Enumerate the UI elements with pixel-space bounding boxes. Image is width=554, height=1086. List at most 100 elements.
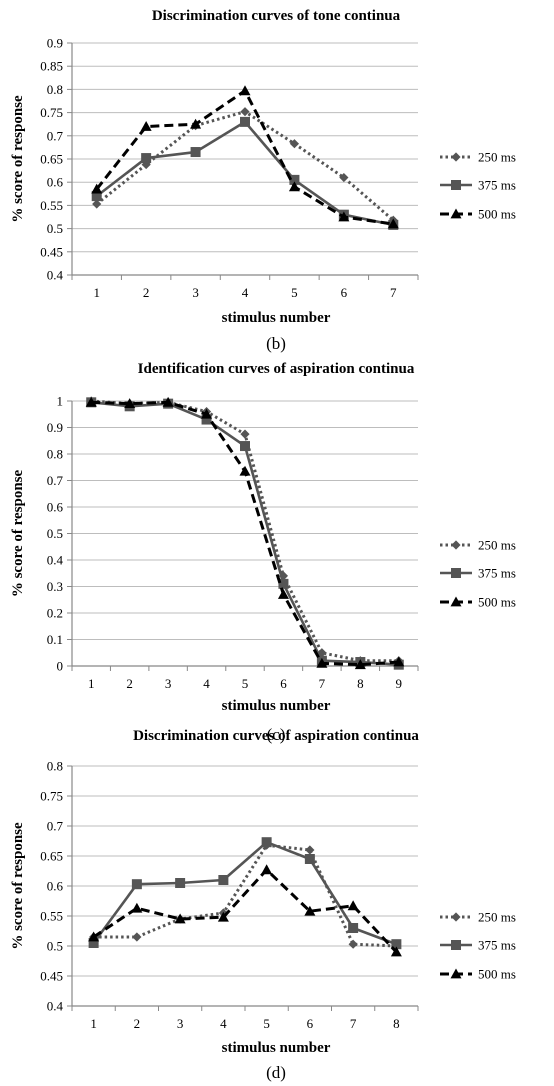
legend-label: 375 ms — [478, 566, 516, 581]
data-point — [347, 900, 359, 911]
legend-entry: 500 ms — [440, 207, 516, 222]
x-tick-label: 7 — [390, 285, 397, 300]
y-tick-label: 0.85 — [40, 59, 63, 74]
data-point — [317, 648, 327, 658]
x-tick-label: 3 — [177, 1016, 184, 1031]
legend-marker — [451, 180, 461, 190]
y-tick-label: 0.55 — [40, 909, 63, 924]
x-tick-label: 4 — [242, 285, 249, 300]
series-line — [95, 120, 394, 227]
y-tick-label: 0.4 — [47, 268, 64, 283]
data-point — [354, 659, 366, 670]
legend-label: 250 ms — [478, 538, 516, 553]
data-point — [174, 913, 186, 924]
series-line — [95, 110, 395, 222]
x-tick-label: 1 — [93, 285, 100, 300]
y-tick-label: 0.4 — [47, 553, 64, 568]
legend-marker — [451, 540, 461, 550]
data-point — [140, 121, 152, 131]
y-tick-label: 0.8 — [47, 759, 63, 774]
data-point — [288, 181, 300, 192]
data-point — [393, 656, 405, 667]
figure-caption: (b) — [266, 334, 286, 353]
y-tick-label: 0.65 — [40, 849, 63, 864]
legend-marker — [451, 912, 461, 922]
series-500-ms — [88, 864, 402, 957]
data-point — [131, 879, 142, 890]
data-point — [278, 571, 289, 581]
data-point — [289, 139, 300, 149]
data-point — [240, 107, 250, 117]
data-point — [88, 931, 100, 942]
data-point — [391, 939, 402, 950]
y-tick-label: 0.2 — [47, 606, 63, 621]
data-point — [218, 875, 229, 885]
data-point — [390, 946, 402, 957]
x-axis-label: stimulus number — [222, 310, 331, 326]
x-tick-label: 1 — [88, 676, 95, 691]
data-point — [190, 147, 201, 158]
data-point — [305, 845, 315, 855]
chart-1: Identification curves of aspiration cont… — [10, 361, 516, 744]
legend-marker — [450, 968, 462, 979]
x-tick-label: 7 — [350, 1016, 357, 1031]
legend-marker — [451, 940, 461, 950]
x-tick-label: 6 — [307, 1016, 314, 1031]
legend-label: 500 ms — [478, 967, 516, 982]
data-point — [88, 938, 99, 948]
chart-title: Discrimination curves of aspiration cont… — [133, 728, 419, 744]
data-point — [348, 939, 358, 949]
data-point — [239, 465, 251, 476]
y-tick-label: 0.5 — [47, 221, 63, 236]
data-point — [278, 578, 289, 589]
x-tick-label: 5 — [291, 285, 298, 300]
series-375-ms — [88, 837, 402, 950]
y-tick-label: 0.7 — [47, 473, 64, 488]
series-500-ms — [91, 85, 399, 229]
data-point — [85, 396, 97, 407]
y-tick-label: 0.5 — [47, 526, 63, 541]
data-point — [289, 174, 300, 185]
data-point — [277, 588, 289, 599]
series-line — [91, 399, 399, 663]
y-tick-label: 0.5 — [47, 939, 63, 954]
y-tick-label: 0.6 — [47, 175, 64, 190]
chart-title: Identification curves of aspiration cont… — [138, 361, 415, 377]
legend-entry: 250 ms — [440, 150, 516, 165]
data-point — [304, 854, 315, 864]
y-tick-label: 0.1 — [47, 632, 63, 647]
x-tick-label: 4 — [220, 1016, 227, 1031]
y-axis-label: % score of response — [10, 469, 26, 597]
x-tick-label: 2 — [143, 285, 150, 300]
y-tick-label: 0.3 — [47, 579, 63, 594]
data-point — [240, 429, 250, 439]
y-tick-label: 0.65 — [40, 152, 63, 167]
x-tick-label: 8 — [357, 676, 364, 691]
y-tick-label: 0.45 — [40, 969, 63, 984]
data-point — [338, 211, 350, 222]
data-point — [175, 878, 186, 888]
x-tick-label: 7 — [319, 676, 326, 691]
legend-marker — [450, 208, 462, 219]
data-point — [91, 191, 102, 202]
data-point — [316, 657, 328, 668]
series-500-ms — [85, 396, 405, 670]
x-tick-label: 2 — [134, 1016, 141, 1031]
data-point — [240, 441, 250, 452]
legend-label: 375 ms — [478, 938, 516, 953]
data-point — [240, 116, 250, 127]
legend-entry: 375 ms — [440, 938, 516, 953]
data-point — [261, 837, 272, 848]
chart-title: Discrimination curves of tone continua — [152, 8, 401, 24]
legend-label: 500 ms — [478, 207, 516, 222]
y-axis-label: % score of response — [10, 95, 26, 223]
legend-entry: 375 ms — [440, 178, 516, 193]
data-point — [217, 911, 229, 922]
series-250-ms — [86, 396, 404, 666]
x-tick-label: 9 — [396, 676, 403, 691]
legend-label: 250 ms — [478, 910, 516, 925]
x-tick-label: 2 — [126, 676, 133, 691]
y-tick-label: 0.8 — [47, 82, 63, 97]
series-line — [92, 868, 398, 954]
